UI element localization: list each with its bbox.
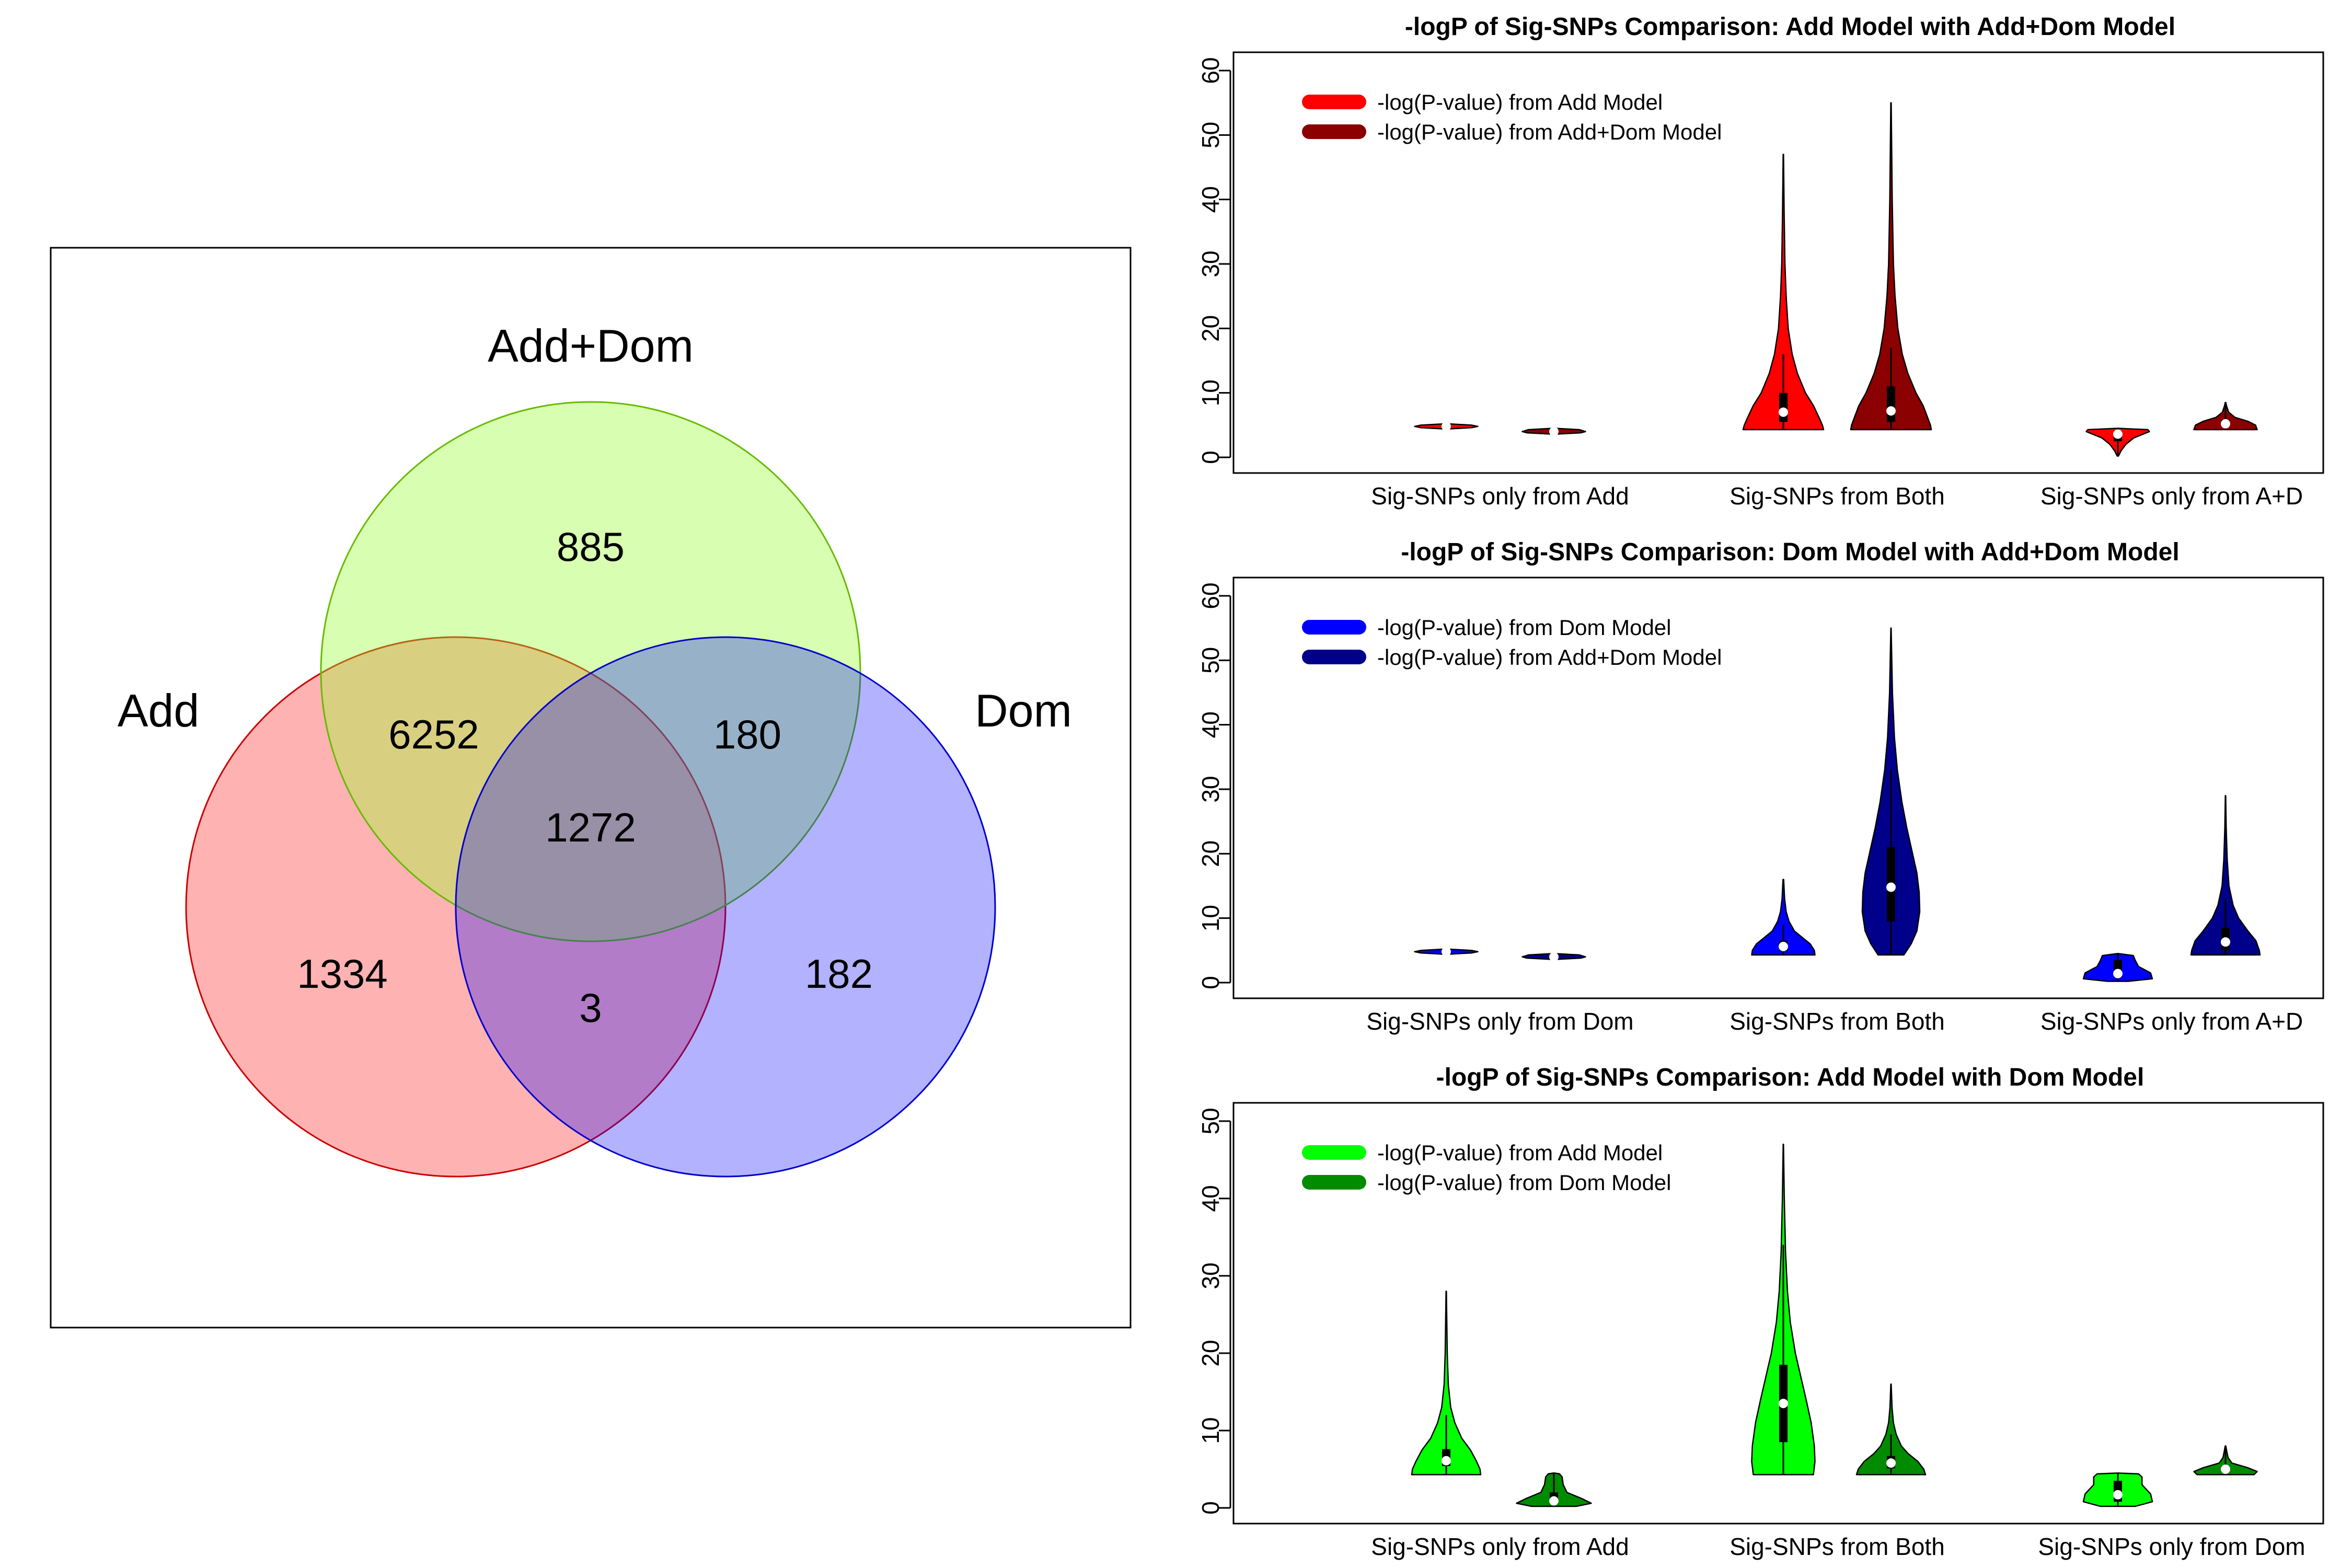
venn-count-addplusdom-only: 885	[557, 524, 625, 570]
venn-count-add-and-dom: 3	[579, 985, 602, 1031]
violin-median-dot	[2221, 937, 2230, 947]
violin-median-dot	[1886, 882, 1896, 892]
violin-shape	[1742, 154, 1825, 431]
violin-shape	[1850, 102, 1932, 431]
y-tick-label: 40	[1197, 711, 1224, 738]
x-category-label: Sig-SNPs only from Add	[1371, 1533, 1629, 1560]
venn-count-add-and-addplusdom: 6252	[388, 711, 479, 757]
violin-panel-add-vs-addplusdom: -logP of Sig-SNPs Comparison: Add Model …	[1197, 13, 2324, 510]
violin-median-dot	[1442, 1456, 1451, 1466]
violin-shape	[1411, 1290, 1482, 1475]
violin-median-dot	[1549, 426, 1559, 436]
venn-set-label-dom: Dom	[975, 685, 1072, 736]
violin-panel-dom-vs-addplusdom: -logP of Sig-SNPs Comparison: Dom Model …	[1197, 538, 2324, 1035]
violin-shape	[1855, 1383, 1927, 1475]
x-category-label: Sig-SNPs only from Add	[1371, 482, 1629, 510]
venn-frame	[50, 247, 1132, 1329]
y-tick-label: 60	[1197, 582, 1224, 609]
y-tick-label: 0	[1197, 976, 1224, 989]
violin-iqr-box	[1887, 386, 1895, 422]
violin-median-dot	[1779, 941, 1788, 951]
y-tick-label: 30	[1197, 776, 1224, 802]
x-category-label: Sig-SNPs from Both	[1730, 482, 1945, 510]
venn-circle-addplusdom	[320, 401, 861, 942]
x-category-label: Sig-SNPs only from A+D	[2040, 1008, 2303, 1035]
plot-frame	[1232, 577, 2324, 999]
panel-title: -logP of Sig-SNPs Comparison: Add Model …	[1436, 1064, 2145, 1091]
legend-label: -log(P-value) from Add Model	[1377, 1140, 1663, 1165]
violin-median-dot	[1886, 1458, 1896, 1468]
y-tick-label: 20	[1197, 840, 1224, 867]
violin-median-dot	[2221, 419, 2230, 429]
violin-median-dot	[1442, 947, 1451, 956]
venn-count-addplusdom-and-dom: 180	[713, 711, 781, 757]
y-tick-label: 40	[1197, 186, 1224, 213]
y-tick-label: 30	[1197, 1262, 1224, 1289]
x-category-label: Sig-SNPs only from A+D	[2040, 482, 2303, 510]
violin-shape	[1751, 879, 1816, 956]
violin-median-dot	[2113, 429, 2123, 439]
violin-median-dot	[2221, 1465, 2230, 1474]
venn-set-label-add: Add	[118, 685, 200, 736]
x-category-label: Sig-SNPs only from Dom	[2038, 1533, 2305, 1560]
violin-panel-add-vs-dom: -logP of Sig-SNPs Comparison: Add Model …	[1197, 1064, 2324, 1560]
panel-title: -logP of Sig-SNPs Comparison: Add Model …	[1405, 13, 2175, 41]
y-tick-label: 50	[1197, 647, 1224, 674]
y-tick-label: 40	[1197, 1185, 1224, 1212]
x-category-label: Sig-SNPs from Both	[1730, 1008, 1945, 1035]
violin-median-dot	[1886, 406, 1896, 416]
y-tick-label: 60	[1197, 57, 1224, 84]
y-tick-label: 50	[1197, 122, 1224, 148]
legend-label: -log(P-value) from Add Model	[1377, 90, 1663, 114]
plot-frame	[1232, 51, 2324, 474]
venn-circle-dom	[455, 636, 996, 1178]
y-tick-label: 10	[1197, 905, 1224, 931]
y-tick-label: 20	[1197, 315, 1224, 342]
violin-iqr-box	[1779, 393, 1788, 422]
violin-median-dot	[2113, 1490, 2123, 1500]
violin-median-dot	[1779, 1399, 1788, 1409]
venn-count-add-only: 1334	[297, 951, 388, 997]
venn-count-all-three: 1272	[545, 804, 636, 850]
venn-diagram: Add Add+Dom Dom 885 6252 180 1272 1334 1…	[50, 247, 1132, 1329]
violin-median-dot	[1549, 952, 1559, 962]
legend-label: -log(P-value) from Add+Dom Model	[1377, 120, 1722, 144]
legend-label: -log(P-value) from Dom Model	[1377, 1170, 1671, 1195]
violin-median-dot	[1549, 1496, 1559, 1506]
x-category-label: Sig-SNPs only from Dom	[1366, 1008, 1633, 1035]
panel-title: -logP of Sig-SNPs Comparison: Dom Model …	[1401, 538, 2179, 566]
y-tick-label: 10	[1197, 379, 1224, 406]
y-tick-label: 10	[1197, 1417, 1224, 1444]
y-tick-label: 20	[1197, 1340, 1224, 1366]
y-tick-label: 0	[1197, 1501, 1224, 1515]
y-tick-label: 50	[1197, 1108, 1224, 1134]
violin-median-dot	[1442, 421, 1451, 431]
legend-label: -log(P-value) from Add+Dom Model	[1377, 645, 1722, 670]
y-tick-label: 30	[1197, 250, 1224, 277]
violin-median-dot	[1779, 407, 1788, 417]
plot-frame	[1232, 1102, 2324, 1525]
y-tick-label: 0	[1197, 451, 1224, 464]
venn-count-dom-only: 182	[805, 951, 873, 997]
violin-median-dot	[2113, 969, 2123, 978]
x-category-label: Sig-SNPs from Both	[1730, 1533, 1945, 1560]
violin-shape	[2190, 795, 2261, 956]
legend-label: -log(P-value) from Dom Model	[1377, 615, 1671, 640]
venn-set-label-addplusdom: Add+Dom	[488, 320, 694, 372]
